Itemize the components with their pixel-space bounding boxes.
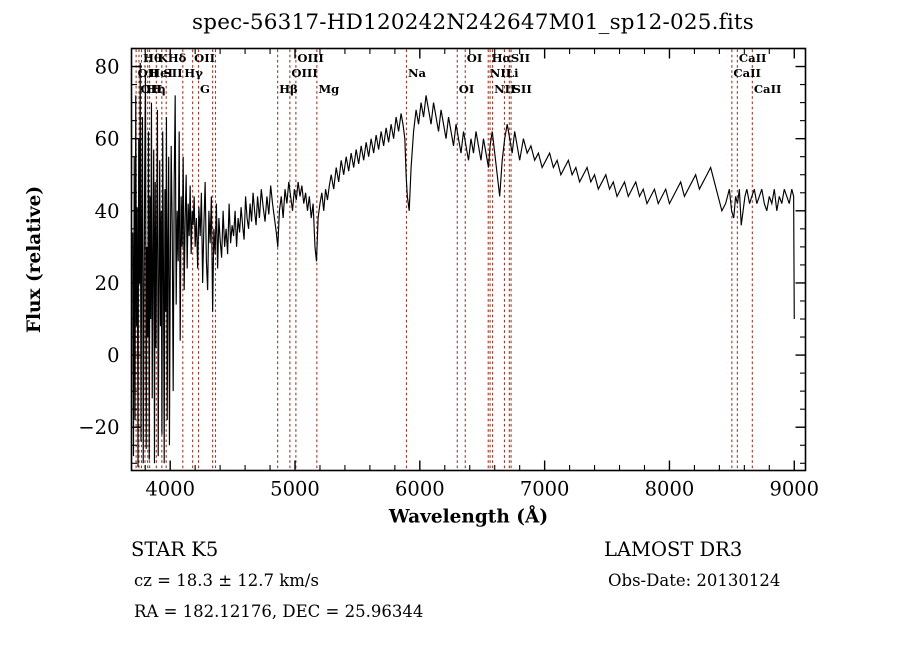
spectral-line-label: Hα [492,51,512,65]
y-tick-label: 20 [95,272,120,295]
spectral-line-label: CaII [754,82,782,96]
x-axis-tick-labels: 4000 5000 6000 7000 8000 9000 [145,478,819,501]
spectral-line-label: OII [194,51,215,65]
spectral-line-markers [135,49,753,470]
spectral-line-label: CaII [739,51,767,65]
spectral-line-label: Hγ [184,66,203,80]
spectral-line-label: Hβ [279,82,298,96]
x-tick-label: 7000 [520,478,570,501]
spectral-line-label: HeI [149,66,173,80]
y-tick-label: 60 [95,128,120,151]
spectral-line-label: Mg [318,82,339,96]
footer-cz: cz = 18.3 ± 12.7 km/s [134,571,319,590]
spectral-line-label: OIII [297,51,323,65]
spectral-line-label: CaII [733,66,761,80]
spectral-line-label: Hθ [143,51,162,65]
spectral-line-label: OI [467,51,483,65]
plot-frame [130,47,807,472]
x-axis-ticks [144,48,795,471]
footer-object-class: STAR K5 [131,538,218,561]
x-axis-title: Wavelength (Å) [388,505,548,528]
spectrum-trace [132,62,795,467]
y-tick-label: 0 [107,344,119,367]
x-tick-label: 5000 [270,478,320,501]
y-axis-tick-labels: −20 0 20 40 60 80 [78,56,119,440]
spectral-line-label: Hδ [168,51,187,65]
x-tick-label: 6000 [395,478,445,501]
spectral-line-label: NII [494,82,515,96]
spectral-line-label: SII [163,66,182,80]
y-tick-label: −20 [78,416,119,439]
x-tick-label: 4000 [145,478,195,501]
y-axis-ticks [131,47,806,464]
y-axis-title: Flux (relative) [24,186,45,333]
spectral-line-label: OIII [291,66,317,80]
spectral-line-label: NII [490,66,511,80]
spectral-line-label: G [200,82,210,96]
footer-survey: LAMOST DR3 [604,538,742,561]
figure-title: spec-56317-HD120242N242647M01_sp12-025.f… [192,10,754,35]
spectral-line-label: Hη [146,82,165,96]
spectral-line-label: K [158,51,169,65]
y-tick-label: 40 [95,200,120,223]
spectral-line-label: OI [459,82,475,96]
spectral-line-label: SII [513,82,532,96]
footer-coordinates: RA = 182.12176, DEC = 25.96344 [134,602,423,621]
spectral-line-label: Li [506,66,519,80]
spectral-line-label: OII [138,66,159,80]
spectral-line-label: OII [140,82,161,96]
spectral-line-label: Na [408,66,427,80]
y-tick-label: 80 [95,56,120,79]
x-tick-label: 9000 [769,478,819,501]
spectral-line-label: H [151,82,162,96]
x-tick-label: 8000 [645,478,695,501]
footer-obs-date: Obs-Date: 20130124 [608,571,780,590]
spectral-line-label: SII [511,51,530,65]
